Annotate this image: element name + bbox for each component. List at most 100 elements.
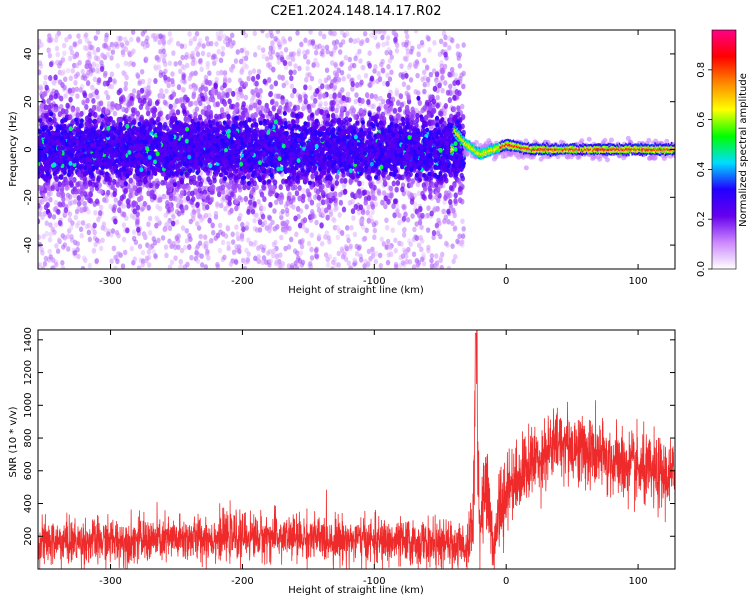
- spectrogram-cell: [95, 30, 101, 36]
- spectrogram-cell: [123, 46, 129, 52]
- spectrogram-cell: [170, 71, 175, 77]
- spectrogram-cell: [174, 235, 179, 241]
- spectrogram-cell: [447, 45, 452, 51]
- spectrogram-cell: [367, 62, 372, 69]
- spectrogram-cell: [374, 95, 380, 102]
- spectrogram-cell: [369, 92, 375, 99]
- spectrogram-cell: [303, 226, 308, 233]
- spectrogram-cell: [387, 92, 392, 99]
- spectrogram-cell: [180, 63, 185, 70]
- spectrogram-cell: [203, 86, 209, 93]
- spectrogram-cell: [145, 110, 151, 117]
- spectrogram-cell: [222, 69, 228, 76]
- spectrogram-cell: [348, 243, 353, 249]
- spectrogram-cell: [181, 87, 186, 93]
- spectrogram-cell: [305, 188, 311, 195]
- spectrogram-cell: [448, 198, 453, 205]
- spectrogram-cell: [385, 80, 390, 87]
- spectrogram-cell: [135, 110, 141, 117]
- spectrogram-cell: [309, 255, 315, 261]
- spectrogram-cell: [437, 82, 442, 89]
- spectrogram-cell: [198, 57, 203, 64]
- spectrogram-cell: [324, 230, 330, 236]
- spectrogram-cell: [332, 93, 337, 100]
- spectrogram-cell: [44, 220, 49, 227]
- spectrogram-cell: [380, 34, 385, 41]
- spectrogram-cell: [84, 104, 89, 111]
- spectrogram-cell: [192, 35, 197, 42]
- spectrogram-cell: [215, 201, 220, 207]
- spectrogram-cell: [347, 265, 353, 269]
- spectrogram-cell: [370, 209, 375, 215]
- spectrogram-cell: [361, 236, 366, 242]
- spectrogram-cell: [189, 254, 194, 261]
- spectrogram-cell: [171, 50, 176, 56]
- spectrogram-cell: [75, 93, 80, 99]
- spectrogram-cell: [297, 65, 302, 72]
- spectrogram-cell: [438, 38, 444, 45]
- spectrogram-cell: [118, 35, 123, 42]
- spectrogram-cell: [131, 88, 137, 94]
- spectrogram-cell: [401, 203, 406, 210]
- spectrogram-cell: [379, 236, 384, 243]
- spectrogram-cell: [223, 75, 228, 82]
- spectrogram-cell: [278, 252, 283, 258]
- spectrogram-cell: [271, 105, 276, 112]
- spectrogram-cell: [158, 72, 164, 79]
- spectrogram-cell: [417, 219, 423, 226]
- spectrogram-cell: [187, 232, 192, 239]
- spectrogram-cell: [326, 75, 332, 81]
- spectrogram-cell: [62, 42, 67, 49]
- spectrogram-cell: [51, 265, 56, 269]
- spectrogram-cell: [38, 60, 43, 66]
- spectrogram-cell: [413, 30, 419, 34]
- spectrogram-cell: [376, 30, 382, 35]
- spectrogram-cell: [347, 56, 353, 63]
- spectrogram-cell: [436, 217, 441, 224]
- spectrogram-cell: [341, 76, 346, 82]
- spectrogram-cell: [115, 104, 121, 111]
- spectrogram-cell: [105, 51, 111, 58]
- spectrogram-cell: [461, 70, 466, 77]
- spectrogram-cell: [287, 60, 293, 67]
- spectrogram-cell: [250, 89, 255, 96]
- spectrogram-cell: [91, 247, 97, 254]
- spectrogram-cell: [59, 95, 64, 102]
- spectrogram-cell: [363, 72, 369, 79]
- spectrogram-cell: [147, 262, 152, 268]
- spectrogram-cell: [104, 117, 109, 124]
- spectrogram-cell: [325, 262, 331, 268]
- spectrogram-cell: [180, 207, 185, 214]
- spectrogram-cell: [290, 56, 296, 62]
- spectrogram-cell: [59, 70, 65, 77]
- spectrogram-cell: [459, 240, 464, 247]
- spectrogram-cell: [93, 210, 98, 216]
- spectrogram-cell: [48, 190, 54, 197]
- spectrogram-cell: [229, 207, 234, 214]
- spectrogram-cell: [142, 232, 148, 238]
- spectrogram-cell: [268, 54, 274, 61]
- spectrogram-cell: [277, 44, 282, 50]
- spectrogram-cell: [80, 265, 86, 269]
- spectrogram-cell: [185, 62, 190, 69]
- spectrogram-cell: [363, 199, 368, 206]
- spectrogram-cell: [330, 105, 335, 112]
- spectrogram-cell: [385, 35, 391, 41]
- spectrogram-cell: [283, 245, 288, 252]
- spectrogram-cell: [255, 73, 261, 80]
- spectrogram-cell: [127, 61, 132, 68]
- spectrogram-cell: [334, 174, 340, 181]
- spectrogram-cell: [397, 219, 402, 226]
- spectrogram-cell: [119, 195, 125, 202]
- spectrogram-cell: [305, 59, 311, 65]
- spectrogram-cell: [262, 219, 268, 226]
- spectrogram-cell: [442, 208, 447, 215]
- spectrogram-cell: [449, 66, 455, 73]
- spectrogram-cell: [425, 34, 430, 41]
- spectrogram-cell: [455, 51, 461, 57]
- spectrogram-cell: [362, 263, 367, 269]
- spectrogram-cell: [64, 184, 70, 191]
- spectrogram-cell: [47, 212, 52, 219]
- spectrogram-cell: [305, 49, 310, 55]
- spectrogram-cell: [335, 224, 340, 231]
